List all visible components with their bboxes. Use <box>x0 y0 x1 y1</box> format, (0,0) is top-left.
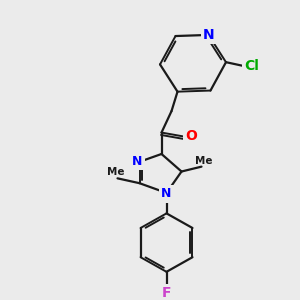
Text: F: F <box>162 286 171 300</box>
Text: Me: Me <box>107 167 124 178</box>
Text: N: N <box>132 155 143 168</box>
Text: Me: Me <box>195 156 212 166</box>
Text: O: O <box>186 130 197 143</box>
Text: N: N <box>161 188 172 200</box>
Text: Cl: Cl <box>244 59 260 73</box>
Text: N: N <box>203 28 214 42</box>
